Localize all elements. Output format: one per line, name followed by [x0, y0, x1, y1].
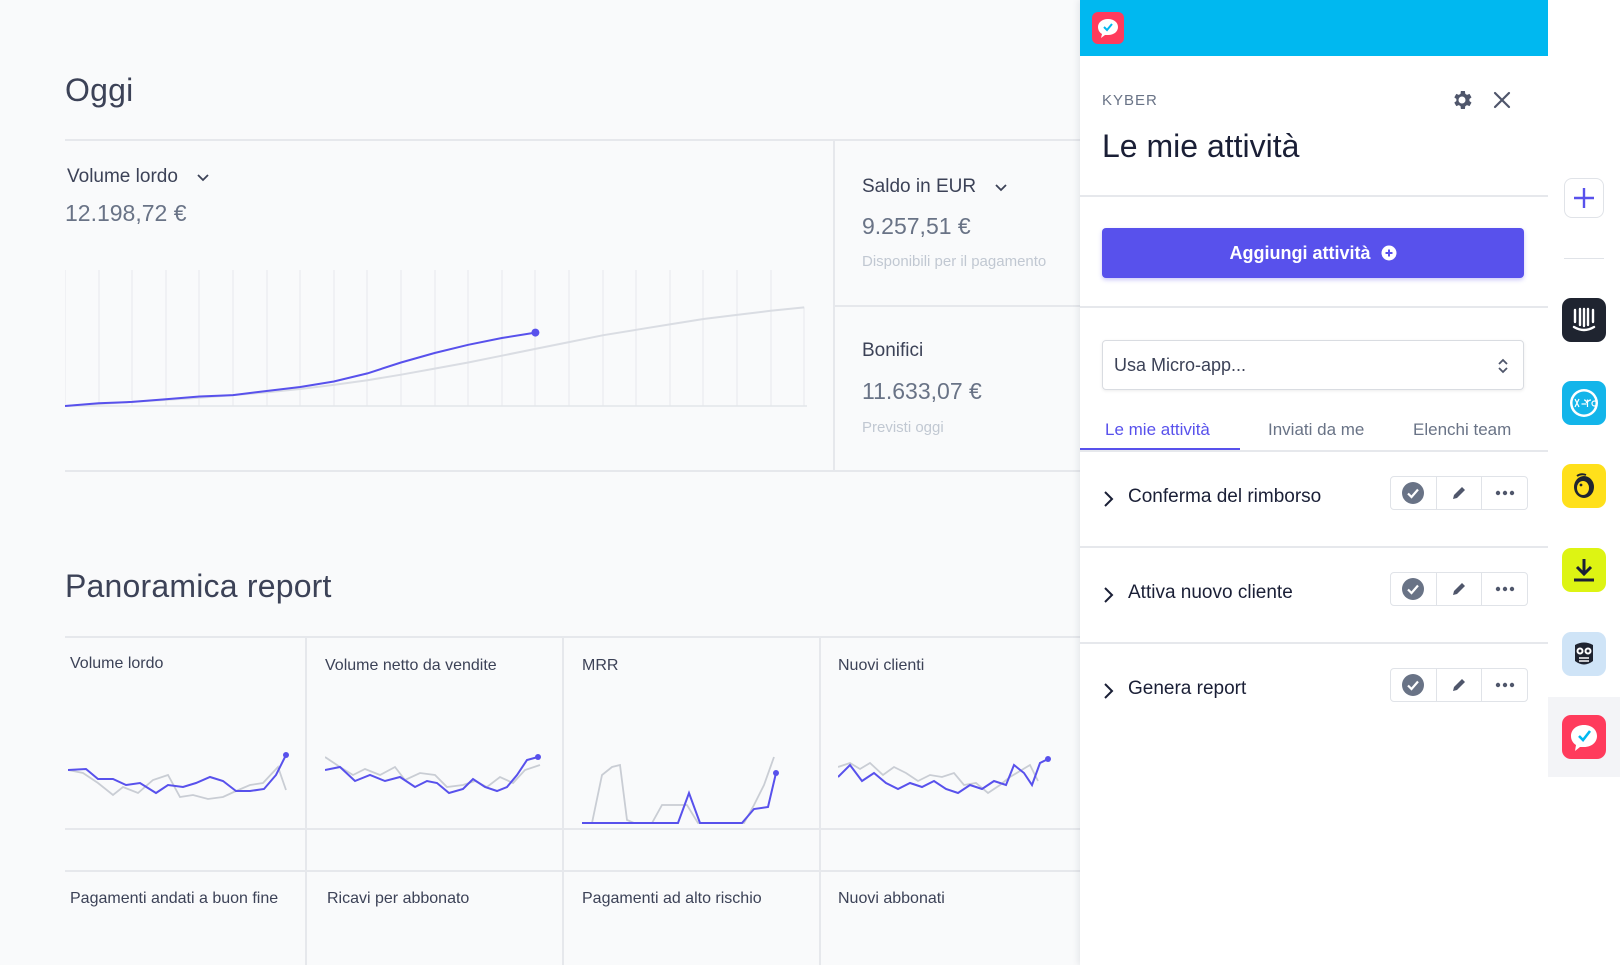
chevron-right-icon[interactable]	[1102, 490, 1114, 508]
task-actions	[1390, 476, 1528, 510]
today-title: Oggi	[65, 72, 134, 108]
report-card-label[interactable]: Ricavi per abbonato	[327, 890, 470, 907]
divider	[1080, 450, 1548, 452]
edit-pencil-icon[interactable]	[1437, 669, 1483, 701]
balance-sub: Disponibili per il pagamento	[862, 253, 1047, 270]
panel-title: Le mie attività	[1102, 128, 1300, 164]
divider	[833, 305, 1080, 307]
task-name: Attiva nuovo cliente	[1128, 582, 1293, 603]
tab-sent-by-me[interactable]: Inviati da me	[1268, 420, 1365, 439]
app-rail	[1548, 0, 1620, 965]
close-icon[interactable]	[1488, 86, 1516, 114]
divider	[65, 636, 1080, 638]
report-card-label[interactable]: Nuovi clienti	[838, 657, 925, 674]
add-task-label: Aggiungi attività	[1229, 242, 1371, 263]
chevron-down-icon	[995, 184, 1007, 192]
report-card-label[interactable]: Pagamenti ad alto rischio	[582, 890, 762, 907]
divider	[819, 638, 821, 965]
sparkline-mrr	[582, 756, 779, 824]
intercom-icon[interactable]	[1562, 298, 1606, 342]
chevron-down-icon	[197, 174, 209, 182]
kyber-icon[interactable]	[1562, 715, 1606, 759]
edit-pencil-icon[interactable]	[1437, 573, 1483, 605]
divider	[65, 870, 1080, 872]
mailchimp-icon[interactable]	[1562, 464, 1606, 508]
gross-volume-chart	[65, 270, 807, 407]
divider	[562, 638, 564, 965]
chart-grid	[65, 270, 805, 406]
task-row[interactable]: Conferma del rimborso	[1080, 452, 1548, 548]
edit-pencil-icon[interactable]	[1437, 477, 1483, 509]
dashboard: Oggi Volume lordo 12.198,72 € Saldo in E…	[65, 72, 1080, 965]
complete-check-icon[interactable]	[1391, 573, 1437, 605]
divider	[65, 828, 1080, 830]
gross-volume-label: Volume lordo	[67, 166, 178, 187]
divider	[1080, 306, 1548, 308]
more-options-icon[interactable]	[1482, 477, 1527, 509]
panel-topbar	[1080, 0, 1548, 56]
settings-gear-icon[interactable]	[1448, 86, 1476, 114]
download-icon[interactable]	[1562, 548, 1606, 592]
kyber-logo-icon	[1092, 12, 1124, 44]
report-card-label[interactable]: MRR	[582, 657, 619, 674]
report-card-label[interactable]: Nuovi abbonati	[838, 890, 945, 907]
transfers-value: 11.633,07 €	[862, 378, 982, 404]
reports-title: Panoramica report	[65, 568, 332, 604]
gross-volume-value: 12.198,72 €	[65, 200, 187, 226]
chart-series-current	[65, 331, 536, 407]
report-card-label[interactable]: Volume netto da vendite	[325, 657, 497, 674]
xero-icon[interactable]	[1562, 381, 1606, 425]
micro-app-select[interactable]: Usa Micro-app...	[1102, 340, 1524, 390]
transfers-sub: Previsti oggi	[862, 419, 944, 436]
more-options-icon[interactable]	[1482, 669, 1527, 701]
sparkline-net-volume	[325, 754, 541, 795]
chart-series-previous	[65, 306, 805, 407]
divider	[65, 139, 1080, 141]
divider	[65, 470, 1080, 472]
balance-label: Saldo in EUR	[862, 176, 977, 197]
chevron-right-icon[interactable]	[1102, 586, 1114, 604]
task-row[interactable]: Attiva nuovo cliente	[1080, 548, 1548, 644]
task-actions	[1390, 668, 1528, 702]
balance-value: 9.257,51 €	[862, 213, 971, 239]
more-options-icon[interactable]	[1482, 573, 1527, 605]
sparkline-gross-volume	[68, 752, 289, 800]
tab-my-tasks[interactable]: Le mie attività	[1105, 420, 1210, 439]
gross-volume-dropdown[interactable]: Volume lordo	[67, 166, 210, 188]
task-row[interactable]: Genera report	[1080, 644, 1548, 740]
panel-brand: KYBER	[1102, 92, 1158, 109]
active-tab-indicator	[1080, 448, 1240, 450]
add-app-plus-icon[interactable]	[1564, 178, 1604, 218]
task-name: Conferma del rimborso	[1128, 486, 1322, 507]
sparkline-new-customers	[838, 756, 1051, 795]
task-name: Genera report	[1128, 678, 1247, 699]
report-card-label[interactable]: Volume lordo	[70, 655, 164, 672]
chart-current-point	[531, 328, 540, 337]
divider	[1564, 258, 1604, 259]
complete-check-icon[interactable]	[1391, 669, 1437, 701]
select-arrows-icon	[1498, 358, 1508, 374]
add-task-button[interactable]: Aggiungi attività	[1102, 228, 1524, 278]
task-actions	[1390, 572, 1528, 606]
transfers-label: Bonifici	[862, 340, 924, 361]
divider	[305, 638, 307, 965]
chevron-right-icon[interactable]	[1102, 682, 1114, 700]
plus-circle-icon	[1381, 245, 1396, 261]
balance-dropdown[interactable]: Saldo in EUR	[862, 176, 1008, 198]
report-card-label[interactable]: Pagamenti andati a buon fine	[70, 890, 279, 907]
micro-app-select-value: Usa Micro-app...	[1114, 354, 1247, 375]
divider	[1080, 195, 1548, 197]
complete-check-icon[interactable]	[1391, 477, 1437, 509]
tab-team-lists[interactable]: Elenchi team	[1413, 420, 1512, 439]
kyber-panel: KYBER Le mie attività Aggiungi attività …	[1080, 0, 1548, 965]
owl-icon[interactable]	[1562, 632, 1606, 676]
